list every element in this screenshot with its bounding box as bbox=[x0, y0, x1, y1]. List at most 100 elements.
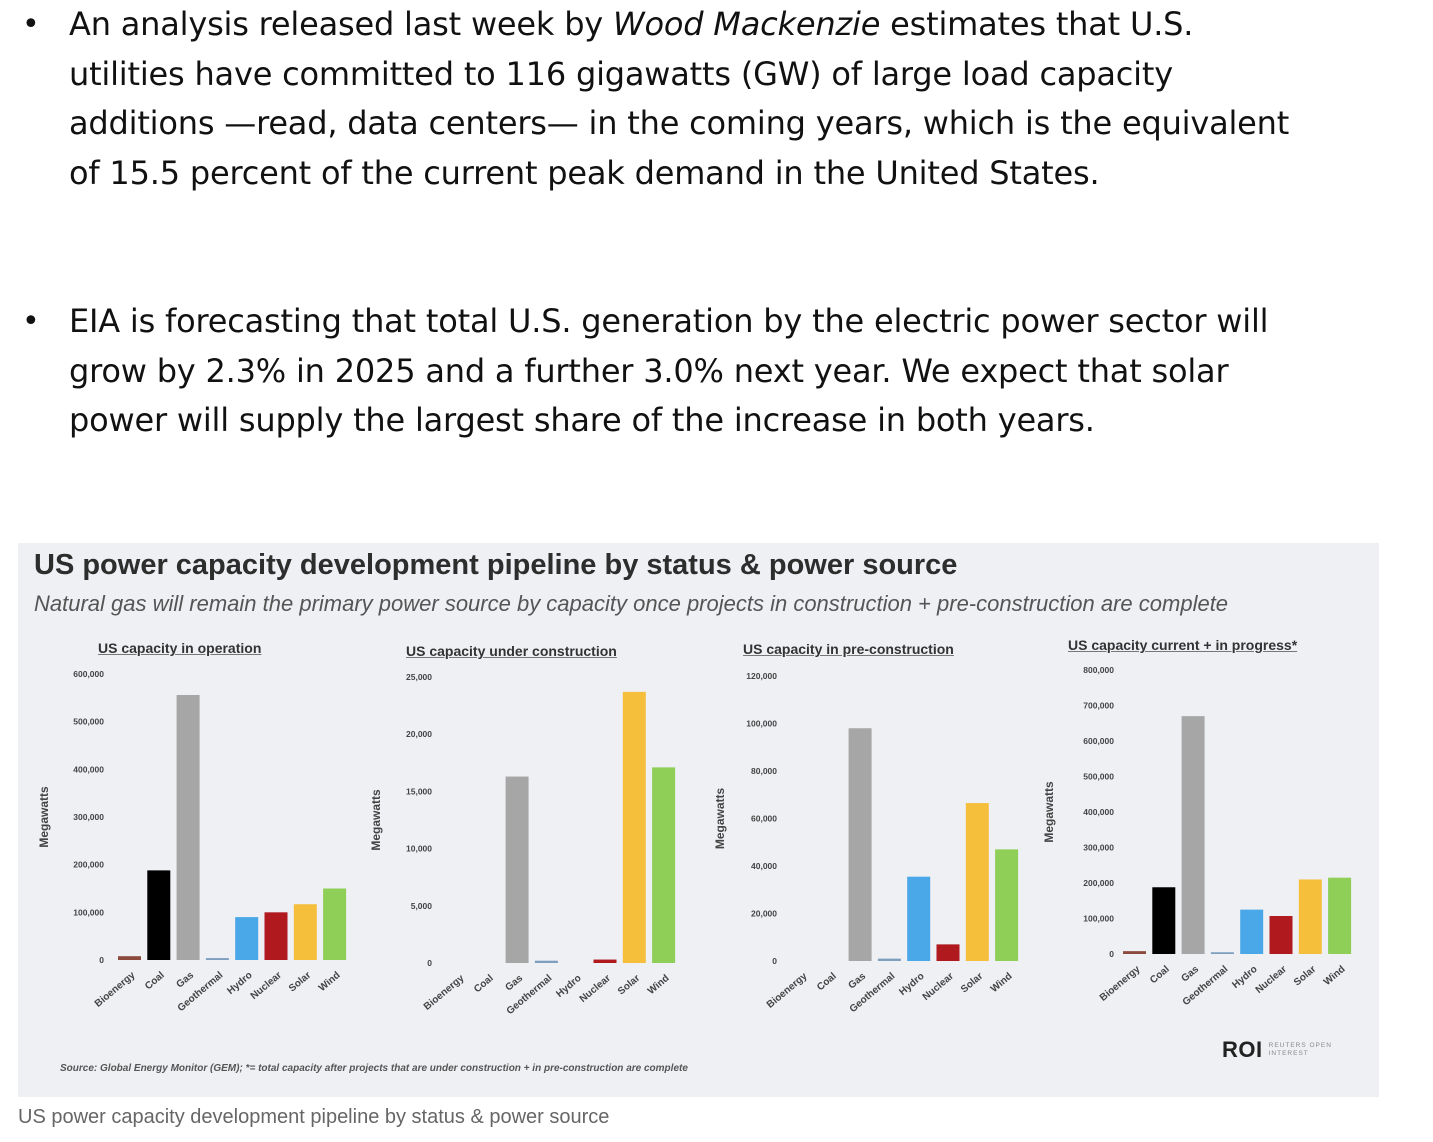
x-tick-label: Solar bbox=[1292, 964, 1318, 989]
chart-figure: US power capacity development pipeline b… bbox=[18, 543, 1379, 1097]
x-tick-label: Wind bbox=[317, 970, 343, 994]
y-tick-label: 25,000 bbox=[406, 672, 432, 682]
bar-geothermal bbox=[877, 958, 901, 961]
x-tick-label: Coal bbox=[815, 971, 839, 993]
y-tick-label: 500,000 bbox=[1083, 772, 1114, 782]
bar-solar bbox=[965, 803, 989, 961]
roi-logo-subtext: REUTERS OPEN INTEREST bbox=[1268, 1042, 1332, 1057]
x-tick-label: Nuclear bbox=[578, 973, 613, 1005]
y-tick-label: 300,000 bbox=[1083, 843, 1114, 853]
bar-wind bbox=[323, 888, 347, 960]
y-tick-label: 20,000 bbox=[751, 909, 777, 919]
bar-bioenergy bbox=[1123, 951, 1146, 954]
y-tick-label: 60,000 bbox=[751, 814, 777, 824]
y-tick-label: 400,000 bbox=[73, 764, 104, 774]
bar-gas bbox=[176, 694, 200, 960]
y-tick-label: 400,000 bbox=[1083, 807, 1114, 817]
y-tick-label: 5,000 bbox=[411, 901, 433, 911]
figure-subtitle: Natural gas will remain the primary powe… bbox=[34, 591, 1229, 616]
y-tick-label: 200,000 bbox=[1083, 878, 1114, 888]
x-tick-label: Gas bbox=[1179, 964, 1201, 985]
x-tick-label: Gas bbox=[846, 971, 868, 992]
bar-wind bbox=[652, 767, 676, 963]
bar-wind bbox=[995, 849, 1019, 961]
y-tick-label: 15,000 bbox=[406, 786, 432, 796]
y-tick-label: 600,000 bbox=[1083, 736, 1114, 746]
x-tick-label: Solar bbox=[616, 973, 642, 998]
bar-nuclear bbox=[936, 944, 960, 961]
bar-geothermal bbox=[1210, 952, 1234, 954]
figure-title: US power capacity development pipeline b… bbox=[34, 549, 958, 581]
bar-solar bbox=[293, 904, 317, 960]
bar-coal bbox=[1152, 887, 1176, 954]
y-axis-label: Megawatts bbox=[37, 786, 51, 848]
bar-gas bbox=[505, 776, 529, 963]
y-tick-label: 800,000 bbox=[1083, 665, 1114, 675]
y-tick-label: 80,000 bbox=[751, 766, 777, 776]
panel-title-total: US capacity current + in progress* bbox=[1068, 637, 1298, 653]
y-tick-label: 0 bbox=[772, 956, 777, 966]
bullet-text-italic: Wood Mackenzie bbox=[613, 5, 881, 43]
panel-title-operation: US capacity in operation bbox=[98, 640, 262, 656]
y-tick-label: 100,000 bbox=[746, 719, 777, 729]
bar-hydro bbox=[1240, 909, 1264, 954]
bar-nuclear bbox=[593, 959, 617, 963]
bullet-dot: • bbox=[22, 304, 40, 339]
y-tick-label: 0 bbox=[427, 958, 432, 968]
roi-logo: ROI REUTERS OPEN INTEREST bbox=[1222, 1037, 1335, 1063]
bullet-text-part: An analysis released last week by bbox=[69, 5, 614, 43]
x-tick-label: Nuclear bbox=[1254, 964, 1289, 996]
x-tick-label: Bioenergy bbox=[93, 970, 138, 1010]
y-tick-label: 700,000 bbox=[1083, 701, 1114, 711]
bar-bioenergy bbox=[118, 956, 141, 960]
panel-title-construction: US capacity under construction bbox=[406, 643, 617, 659]
y-tick-label: 500,000 bbox=[73, 717, 104, 727]
source-note: Source: Global Energy Monitor (GEM); *= … bbox=[60, 1063, 688, 1074]
panel-title-preconstruction: US capacity in pre-construction bbox=[743, 641, 954, 657]
bar-wind bbox=[1328, 877, 1352, 954]
x-tick-label: Wind bbox=[989, 971, 1015, 995]
y-tick-label: 200,000 bbox=[73, 860, 104, 870]
y-tick-label: 40,000 bbox=[751, 861, 777, 871]
x-tick-label: Coal bbox=[143, 970, 167, 992]
y-tick-label: 10,000 bbox=[406, 844, 432, 854]
y-tick-label: 300,000 bbox=[73, 812, 104, 822]
bullet-text: EIA is forecasting that total U.S. gener… bbox=[69, 302, 1269, 439]
roi-logo-text: ROI bbox=[1222, 1037, 1263, 1062]
x-tick-label: Solar bbox=[287, 970, 313, 995]
x-tick-label: Wind bbox=[1322, 964, 1348, 988]
bar-hydro bbox=[907, 876, 931, 961]
bar-geothermal bbox=[205, 958, 229, 960]
x-tick-label: Gas bbox=[503, 973, 525, 994]
y-axis-label: Megawatts bbox=[1042, 781, 1056, 843]
x-tick-label: Nuclear bbox=[921, 971, 956, 1003]
figure-caption: US power capacity development pipeline b… bbox=[18, 1106, 610, 1128]
bar-gas bbox=[1181, 716, 1205, 954]
bullet-text-part: estimates that U.S. utilities have commi… bbox=[69, 5, 1290, 192]
y-tick-label: 100,000 bbox=[1083, 914, 1114, 924]
y-axis-label: Megawatts bbox=[369, 789, 383, 851]
bar-geothermal bbox=[534, 960, 558, 963]
bar-hydro bbox=[235, 917, 259, 960]
y-tick-label: 100,000 bbox=[73, 907, 104, 917]
bullet-text: An analysis released last week by Wood M… bbox=[69, 0, 1309, 198]
bar-gas bbox=[848, 728, 872, 961]
x-tick-label: Wind bbox=[646, 973, 672, 997]
x-tick-label: Bioenergy bbox=[765, 971, 810, 1011]
x-tick-label: Coal bbox=[1148, 964, 1172, 986]
x-tick-label: Nuclear bbox=[249, 970, 284, 1002]
bar-coal bbox=[147, 870, 171, 960]
x-tick-label: Coal bbox=[472, 973, 496, 995]
bar-solar bbox=[622, 691, 646, 963]
y-tick-label: 600,000 bbox=[73, 669, 104, 679]
y-axis-label: Megawatts bbox=[713, 788, 727, 850]
y-tick-label: 0 bbox=[99, 955, 104, 965]
bar-solar bbox=[1298, 879, 1322, 954]
bar-nuclear bbox=[264, 912, 288, 960]
bar-nuclear bbox=[1269, 916, 1293, 954]
y-tick-label: 120,000 bbox=[746, 671, 777, 681]
x-tick-label: Bioenergy bbox=[422, 973, 467, 1013]
y-tick-label: 20,000 bbox=[406, 729, 432, 739]
x-tick-label: Bioenergy bbox=[1098, 964, 1143, 1004]
x-tick-label: Solar bbox=[959, 971, 985, 996]
